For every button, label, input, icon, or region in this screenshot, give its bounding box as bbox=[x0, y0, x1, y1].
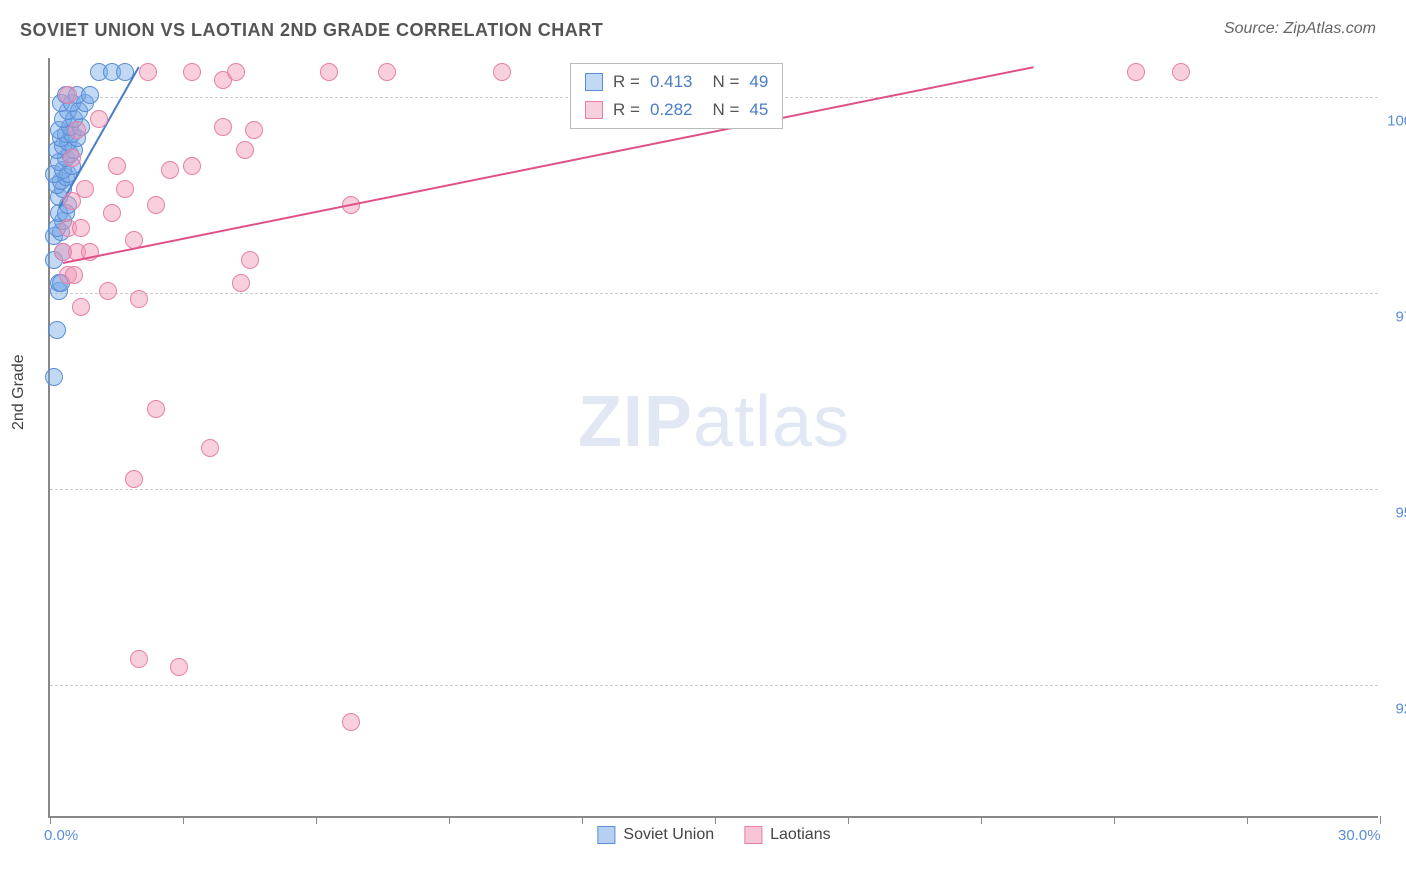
data-point bbox=[130, 290, 148, 308]
bottom-legend-label: Soviet Union bbox=[623, 826, 714, 844]
data-point bbox=[245, 121, 263, 139]
stat-r-value: 0.282 bbox=[650, 96, 693, 124]
legend-swatch bbox=[585, 101, 603, 119]
data-point bbox=[72, 219, 90, 237]
stats-row: R = 0.282 N = 45 bbox=[585, 96, 768, 124]
data-point bbox=[76, 180, 94, 198]
gridline-h bbox=[50, 685, 1378, 686]
data-point bbox=[139, 63, 157, 81]
y-tick-label: 95.0% bbox=[1383, 504, 1406, 521]
data-point bbox=[72, 298, 90, 316]
y-tick-label: 97.5% bbox=[1383, 309, 1406, 326]
data-point bbox=[65, 266, 83, 284]
legend-swatch bbox=[585, 73, 603, 91]
stat-n-label: N = bbox=[712, 68, 739, 96]
data-point bbox=[1172, 63, 1190, 81]
data-point bbox=[48, 321, 66, 339]
x-tick bbox=[316, 816, 317, 824]
watermark-bold: ZIP bbox=[578, 382, 693, 462]
bottom-legend-item: Soviet Union bbox=[597, 826, 714, 844]
x-tick bbox=[1114, 816, 1115, 824]
data-point bbox=[68, 121, 86, 139]
data-point bbox=[90, 110, 108, 128]
data-point bbox=[236, 141, 254, 159]
x-tick bbox=[981, 816, 982, 824]
x-tick bbox=[1247, 816, 1248, 824]
data-point bbox=[130, 650, 148, 668]
data-point bbox=[103, 204, 121, 222]
watermark-light: atlas bbox=[693, 382, 850, 462]
x-tick-label: 0.0% bbox=[44, 827, 78, 844]
data-point bbox=[108, 157, 126, 175]
title-bar: SOVIET UNION VS LAOTIAN 2ND GRADE CORREL… bbox=[20, 20, 1386, 50]
plot-area: ZIPatlas 92.5%95.0%97.5%100.0%0.0%30.0%R… bbox=[48, 58, 1378, 818]
stat-r-label: R = bbox=[613, 96, 640, 124]
data-point bbox=[378, 63, 396, 81]
legend-swatch bbox=[597, 826, 615, 844]
stats-legend: R = 0.413 N = 49 R = 0.282 N = 45 bbox=[570, 63, 783, 129]
watermark: ZIPatlas bbox=[578, 381, 850, 463]
x-tick bbox=[449, 816, 450, 824]
trend-line bbox=[63, 66, 1034, 264]
data-point bbox=[214, 118, 232, 136]
data-point bbox=[116, 180, 134, 198]
data-point bbox=[320, 63, 338, 81]
data-point bbox=[81, 86, 99, 104]
x-tick bbox=[715, 816, 716, 824]
x-tick bbox=[50, 816, 51, 824]
stats-row: R = 0.413 N = 49 bbox=[585, 68, 768, 96]
stat-n-label: N = bbox=[712, 96, 739, 124]
stat-n-value: 45 bbox=[749, 96, 768, 124]
data-point bbox=[1127, 63, 1145, 81]
data-point bbox=[99, 282, 117, 300]
x-tick bbox=[582, 816, 583, 824]
data-point bbox=[183, 63, 201, 81]
x-tick bbox=[848, 816, 849, 824]
data-point bbox=[232, 274, 250, 292]
y-axis-label: 2nd Grade bbox=[10, 354, 28, 430]
x-tick bbox=[183, 816, 184, 824]
gridline-h bbox=[50, 293, 1378, 294]
bottom-legend-label: Laotians bbox=[770, 826, 831, 844]
chart-title: SOVIET UNION VS LAOTIAN 2ND GRADE CORREL… bbox=[20, 20, 603, 40]
data-point bbox=[493, 63, 511, 81]
x-tick bbox=[1380, 816, 1381, 824]
data-point bbox=[45, 368, 63, 386]
data-point bbox=[342, 713, 360, 731]
stat-r-label: R = bbox=[613, 68, 640, 96]
data-point bbox=[183, 157, 201, 175]
data-point bbox=[125, 470, 143, 488]
data-point bbox=[63, 149, 81, 167]
y-tick-label: 92.5% bbox=[1383, 700, 1406, 717]
stat-n-value: 49 bbox=[749, 68, 768, 96]
data-point bbox=[147, 400, 165, 418]
data-point bbox=[59, 86, 77, 104]
data-point bbox=[147, 196, 165, 214]
data-point bbox=[241, 251, 259, 269]
source-label: Source: ZipAtlas.com bbox=[1224, 20, 1376, 38]
data-point bbox=[170, 658, 188, 676]
bottom-legend-item: Laotians bbox=[744, 826, 831, 844]
data-point bbox=[201, 439, 219, 457]
gridline-h bbox=[50, 489, 1378, 490]
x-tick-label: 30.0% bbox=[1338, 827, 1381, 844]
stat-r-value: 0.413 bbox=[650, 68, 693, 96]
data-point bbox=[161, 161, 179, 179]
bottom-legend: Soviet Union Laotians bbox=[597, 826, 830, 844]
legend-swatch bbox=[744, 826, 762, 844]
data-point bbox=[227, 63, 245, 81]
y-tick-label: 100.0% bbox=[1383, 113, 1406, 130]
